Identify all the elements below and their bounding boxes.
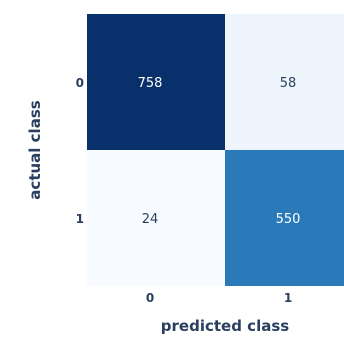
- cell-value-label: 58: [280, 76, 297, 91]
- heatmap-cell-r1-c1: [225, 150, 344, 286]
- cell-value-label: 550: [276, 212, 301, 227]
- y-tick-label: 0: [76, 76, 84, 90]
- heatmap-cell-r0-c1: [225, 14, 344, 150]
- heatmap-cell-r1-c0: [87, 150, 225, 286]
- x-axis-title: predicted class: [161, 317, 289, 335]
- y-axis-tick-labels: 01: [76, 76, 84, 226]
- y-axis-title: actual class: [26, 100, 44, 199]
- cell-value-label: 24: [142, 212, 159, 227]
- cell-value-label: 758: [138, 76, 163, 91]
- heatmap-cells: [87, 14, 344, 286]
- cell-value-labels: 758 58 24 550: [138, 76, 301, 227]
- heatmap-cell-r0-c0: [87, 14, 225, 150]
- x-tick-label: 1: [284, 291, 292, 305]
- x-tick-label: 0: [146, 291, 154, 305]
- y-tick-label: 1: [76, 212, 84, 226]
